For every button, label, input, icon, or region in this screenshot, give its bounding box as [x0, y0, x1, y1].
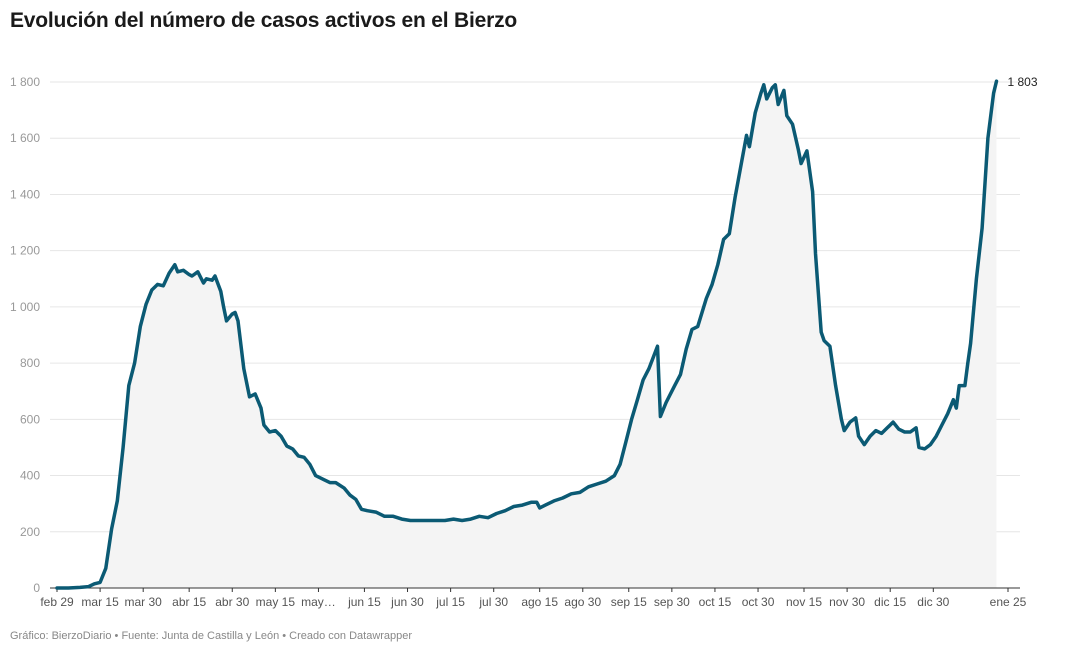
x-tick-label: jun 15	[347, 595, 381, 609]
last-value-label: 1 803	[1008, 75, 1038, 89]
x-tick-label: jul 30	[478, 595, 508, 609]
x-tick-label: sep 30	[654, 595, 690, 609]
x-tick-label: may 15	[256, 595, 296, 609]
x-tick-label: abr 30	[215, 595, 249, 609]
x-tick-label: dic 30	[917, 595, 949, 609]
x-tick-label: mar 30	[125, 595, 163, 609]
cases-area-fill	[57, 81, 997, 588]
x-tick-label: abr 15	[172, 595, 206, 609]
x-tick-label: jun 30	[390, 595, 424, 609]
x-tick-label: may…	[301, 595, 336, 609]
x-tick-label: nov 15	[786, 595, 822, 609]
x-tick-label: ene 25	[990, 595, 1027, 609]
cases-line	[55, 79, 999, 590]
x-tick-label: nov 30	[829, 595, 865, 609]
y-tick-label: 1 400	[10, 187, 40, 201]
y-tick-label: 1 000	[10, 300, 40, 314]
y-tick-label: 800	[20, 356, 40, 370]
y-axis-ticks: 0 200 400 600 800 1 000 1 200 1 400 1 600 1 800	[10, 75, 40, 595]
x-tick-label: sep 15	[611, 595, 647, 609]
y-tick-label: 400	[20, 469, 40, 483]
y-tick-label: 1 200	[10, 244, 40, 258]
x-axis-ticks: feb 29 mar 15 mar 30 abr 15 abr 30 may 15 may……	[40, 588, 1027, 609]
y-tick-label: 1 600	[10, 131, 40, 145]
y-tick-label: 200	[20, 525, 40, 539]
x-tick-label: feb 29	[40, 595, 74, 609]
x-tick-label: oct 30	[742, 595, 775, 609]
x-tick-label: jul 15	[435, 595, 465, 609]
x-tick-label: ago 15	[521, 595, 558, 609]
x-tick-label: ago 30	[564, 595, 601, 609]
y-tick-label: 1 800	[10, 75, 40, 89]
y-tick-label: 600	[20, 412, 40, 426]
x-tick-label: oct 15	[699, 595, 732, 609]
y-tick-label: 0	[33, 581, 40, 595]
x-tick-label: mar 15	[81, 595, 119, 609]
x-tick-label: dic 15	[874, 595, 906, 609]
chart-title: Evolución del número de casos activos en…	[10, 9, 517, 32]
chart-footer: Gráfico: BierzoDiario • Fuente: Junta de…	[10, 630, 413, 642]
